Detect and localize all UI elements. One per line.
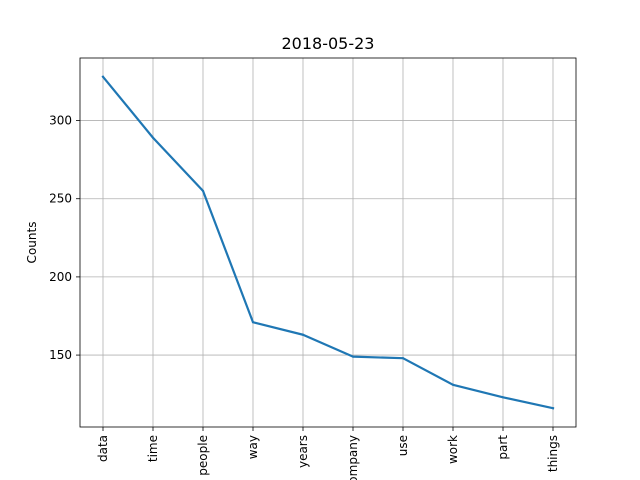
x-tick-label: time xyxy=(146,435,160,462)
x-tick-label: data xyxy=(96,435,110,462)
series-layer xyxy=(101,75,555,410)
x-tick-label: years xyxy=(296,435,310,468)
x-tick-label: things xyxy=(546,435,560,472)
data-point xyxy=(101,75,105,78)
chart-title: 2018-05-23 xyxy=(282,34,375,53)
x-tick-label: part xyxy=(496,435,510,460)
y-tick-label: 300 xyxy=(49,114,72,128)
data-point xyxy=(151,136,155,139)
x-tick-label: use xyxy=(396,435,410,456)
data-point xyxy=(201,189,205,193)
x-tick-label: way xyxy=(246,435,260,459)
data-point xyxy=(501,396,505,399)
y-tick-label: 250 xyxy=(49,192,72,206)
x-tick-label: people xyxy=(196,435,210,476)
x-axis: data time people way years company use work part… xyxy=(96,427,560,480)
data-point xyxy=(451,383,455,386)
data-point xyxy=(251,321,255,324)
y-tick-label: 150 xyxy=(49,348,72,362)
y-axis: 150 200 250 300 xyxy=(49,114,80,362)
y-tick-label: 200 xyxy=(49,270,72,284)
y-axis-label: Counts xyxy=(25,222,39,264)
data-point xyxy=(401,357,405,360)
x-tick-label: company xyxy=(346,435,360,480)
data-point xyxy=(301,333,305,336)
series-line xyxy=(101,75,555,410)
x-tick-label: work xyxy=(446,435,460,464)
plot-frame xyxy=(79,57,577,428)
data-point xyxy=(351,355,355,358)
data-point xyxy=(551,407,555,410)
grid xyxy=(80,58,576,427)
